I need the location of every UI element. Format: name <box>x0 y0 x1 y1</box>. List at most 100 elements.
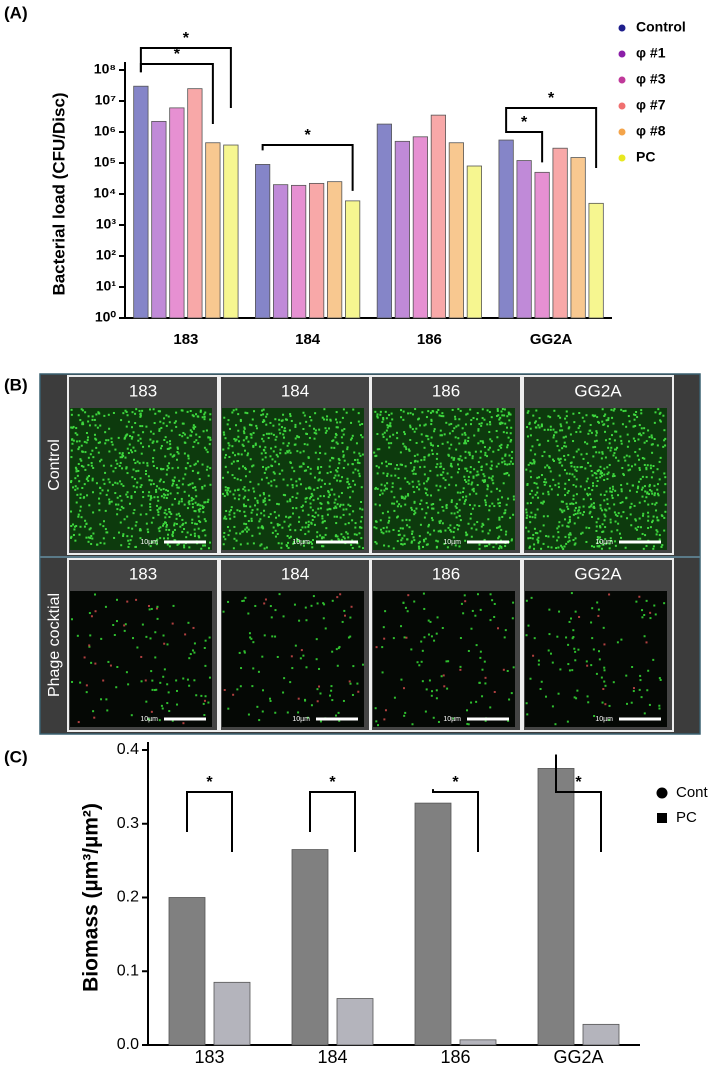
texture-dot <box>601 509 604 512</box>
texture-dot <box>173 528 176 531</box>
column-label: 183 <box>129 381 157 400</box>
texture-dot <box>645 476 648 479</box>
texture-dot <box>511 462 514 465</box>
texture-dot <box>103 520 106 523</box>
texture-dot <box>166 464 169 467</box>
texture-dot <box>550 546 553 549</box>
texture-dot <box>512 666 515 669</box>
texture-dot <box>183 441 186 444</box>
texture-dot <box>134 462 137 465</box>
texture-dot <box>108 498 111 501</box>
texture-dot <box>501 408 504 411</box>
texture-dot <box>422 538 425 541</box>
texture-dot <box>446 687 449 690</box>
texture-dot <box>202 506 205 509</box>
texture-dot <box>459 637 462 640</box>
texture-dot <box>379 519 382 522</box>
scale-bar-label: 10µm <box>443 539 461 546</box>
texture-dot <box>384 610 387 613</box>
texture-dot <box>483 479 486 482</box>
texture-dot <box>396 505 399 508</box>
texture-dot <box>413 509 416 512</box>
texture-dot <box>179 525 182 528</box>
texture-dot <box>488 543 491 546</box>
texture-dot <box>194 486 197 489</box>
texture-dot <box>549 652 552 655</box>
texture-dot <box>608 442 611 445</box>
texture-dot <box>338 462 341 465</box>
texture-dot <box>227 419 230 422</box>
texture-dot <box>302 540 305 543</box>
texture-dot <box>435 411 438 414</box>
texture-dot <box>588 506 591 509</box>
texture-dot <box>303 414 306 417</box>
texture-dot <box>640 434 643 437</box>
texture-dot <box>539 688 542 691</box>
texture-dot <box>95 413 98 416</box>
texture-dot <box>501 496 504 499</box>
texture-dot <box>122 484 125 487</box>
texture-dot <box>79 458 82 461</box>
texture-dot <box>242 599 245 602</box>
texture-dot <box>589 493 592 496</box>
texture-dot <box>102 679 105 682</box>
texture-dot <box>572 502 575 505</box>
texture-dot <box>181 518 184 521</box>
texture-dot <box>418 664 421 667</box>
texture-dot <box>340 492 343 495</box>
texture-dot <box>202 544 205 547</box>
texture-dot <box>379 493 382 496</box>
texture-dot <box>168 447 171 450</box>
texture-dot <box>586 695 589 698</box>
texture-dot <box>611 416 614 419</box>
texture-dot <box>430 494 433 497</box>
texture-dot <box>151 688 154 691</box>
texture-dot <box>224 465 227 468</box>
texture-dot <box>569 532 572 535</box>
texture-dot <box>261 420 264 423</box>
texture-dot <box>97 411 100 414</box>
texture-dot <box>455 502 458 505</box>
texture-dot <box>85 478 88 481</box>
texture-dot <box>612 473 615 476</box>
texture-dot <box>659 456 662 459</box>
texture-dot <box>542 524 545 527</box>
texture-dot <box>630 502 633 505</box>
texture-dot <box>338 645 341 648</box>
texture-dot <box>456 511 459 514</box>
texture-dot <box>124 409 127 412</box>
texture-dot <box>227 707 230 710</box>
texture-dot <box>235 539 238 542</box>
texture-dot <box>580 453 583 456</box>
texture-dot <box>168 510 171 513</box>
texture-dot <box>94 424 97 427</box>
texture-dot <box>120 505 123 508</box>
texture-dot <box>352 471 355 474</box>
texture-dot <box>207 498 210 501</box>
texture-dot <box>464 531 467 534</box>
texture-dot <box>577 516 580 519</box>
texture-dot <box>318 478 321 481</box>
texture-dot <box>317 458 320 461</box>
texture-dot <box>489 593 492 596</box>
texture-dot <box>155 488 158 491</box>
texture-dot <box>181 483 184 486</box>
texture-dot <box>662 414 665 417</box>
texture-dot <box>82 423 85 426</box>
texture-dot <box>243 505 246 508</box>
texture-dot <box>529 434 532 437</box>
texture-dot <box>401 463 404 466</box>
texture-dot <box>484 454 487 457</box>
texture-dot <box>197 442 200 445</box>
texture-dot <box>180 497 183 500</box>
texture-dot <box>529 515 532 518</box>
texture-dot <box>128 443 131 446</box>
texture-dot <box>423 465 426 468</box>
texture-dot <box>252 445 255 448</box>
texture-dot <box>246 454 249 457</box>
texture-dot <box>285 515 288 518</box>
texture-dot <box>632 413 635 416</box>
texture-dot <box>269 421 272 424</box>
texture-dot <box>527 410 530 413</box>
texture-dot <box>299 451 302 454</box>
